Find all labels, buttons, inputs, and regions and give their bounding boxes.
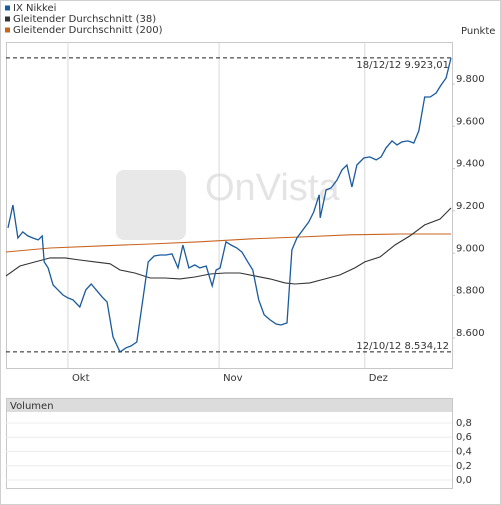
series-line (5, 233, 451, 253)
legend-label: Gleitender Durchschnitt (200) (13, 25, 163, 36)
legend-swatch (5, 27, 10, 33)
series-line (7, 57, 452, 353)
y-tick-label: 8.600 (456, 328, 485, 339)
series-line (5, 207, 452, 285)
y-tick-label: 9.800 (456, 74, 485, 85)
volume-area (6, 398, 453, 489)
y-tick-label: 8.800 (456, 286, 485, 297)
plot-area (6, 42, 453, 369)
legend-swatch (5, 16, 10, 22)
annotation-label: 12/10/12 8.534,12 (356, 341, 449, 352)
y-tick-label: 0,2 (456, 461, 472, 472)
y-tick-label: 0,4 (456, 446, 472, 457)
y-tick-label: 9.400 (456, 159, 485, 170)
x-tick-label: Dez (369, 373, 388, 384)
y-tick-label: 0,6 (456, 432, 472, 443)
legend-swatch (5, 5, 10, 11)
volume-header (7, 399, 452, 412)
y-tick-label: 9.200 (456, 201, 485, 212)
watermark-logo (116, 170, 186, 240)
volume-title: Volumen (10, 401, 54, 412)
y-tick-label: 9.000 (456, 243, 485, 254)
watermark: OnVista (205, 167, 340, 209)
y-axis-label: Punkte (461, 26, 495, 37)
x-tick-label: Okt (72, 373, 90, 384)
legend-label: IX Nikkei (13, 3, 56, 14)
y-tick-label: 0,0 (456, 475, 472, 486)
x-tick-label: Nov (223, 373, 243, 384)
y-tick-label: 0,8 (456, 418, 472, 429)
legend-label: Gleitender Durchschnitt (38) (13, 14, 156, 25)
annotation-label: 18/12/12 9.923,01 (356, 60, 449, 71)
y-tick-label: 9.600 (456, 116, 485, 127)
